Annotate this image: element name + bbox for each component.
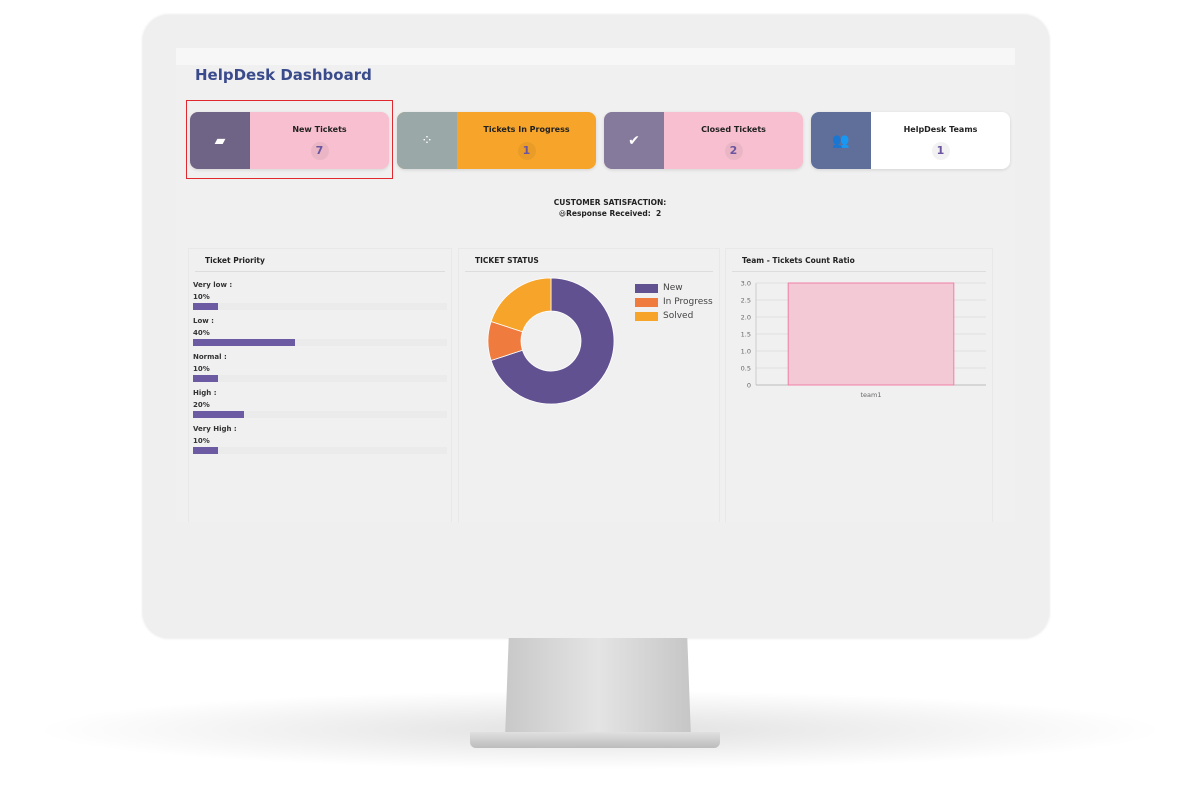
monitor-stand (505, 638, 691, 738)
priority-bar-fill (193, 447, 219, 454)
monitor-base (470, 732, 720, 748)
customer-satisfaction: CUSTOMER SATISFACTION: 😃Response Receive… (176, 197, 1015, 220)
satisfaction-title: CUSTOMER SATISFACTION: (553, 198, 667, 207)
team-ratio-chart: 0 0.5 1.0 1.5 2.0 2.5 3.0 team1 (741, 280, 986, 399)
legend-swatch (635, 283, 658, 293)
card-count: 1 (517, 142, 536, 160)
page-title: HelpDesk Dashboard (195, 66, 372, 84)
priority-label: Normal : (193, 353, 227, 361)
legend-item[interactable]: In Progress (635, 297, 713, 307)
legend-label: In Progress (663, 297, 713, 307)
y-tick-label: 1.5 (741, 331, 751, 339)
card-helpdesk-teams[interactable]: 👥 HelpDesk Teams 1 (811, 112, 1010, 169)
y-tick-label: 3.0 (741, 280, 751, 288)
priority-bar-fill (193, 375, 219, 382)
priority-percent: 10% (193, 365, 210, 373)
check-icon: ✔ (604, 112, 664, 169)
y-tick-label: 0 (747, 382, 751, 390)
priority-percent: 10% (193, 437, 210, 445)
legend-swatch (635, 297, 658, 307)
legend-label: Solved (663, 311, 694, 321)
card-count: 2 (724, 142, 743, 160)
legend-swatch (635, 311, 658, 321)
users-icon: 👥 (811, 112, 871, 169)
card-label: Tickets In Progress (483, 125, 570, 134)
card-count: 1 (931, 142, 950, 160)
panel-title: Team - Tickets Count Ratio (732, 249, 986, 272)
priority-bar-fill (193, 411, 244, 418)
priority-row: Very High : 10% (193, 425, 447, 454)
priority-label: Very low : (193, 281, 233, 289)
y-tick-label: 2.5 (741, 297, 751, 305)
card-label: Closed Tickets (701, 125, 766, 134)
card-label: HelpDesk Teams (903, 125, 978, 134)
priority-bar-fill (193, 339, 295, 346)
legend-label: New (663, 283, 683, 293)
panel-title: TICKET STATUS (465, 249, 713, 272)
priority-bar-fill (193, 303, 219, 310)
top-bar (176, 48, 1015, 65)
card-label: New Tickets (292, 125, 347, 134)
dashboard-screen: HelpDesk Dashboard ▰ New Tickets 7 ⁘ Tick… (176, 48, 1015, 522)
priority-bar-track (193, 303, 447, 310)
y-tick-label: 0.5 (741, 365, 751, 373)
response-label: Response Received: (566, 209, 651, 218)
priority-percent: 10% (193, 293, 210, 301)
donut-slice-new[interactable] (490, 277, 615, 405)
priority-bar-track (193, 339, 447, 346)
spinner-icon: ⁘ (397, 112, 457, 169)
legend-item[interactable]: Solved (635, 311, 713, 321)
team-ratio-panel: Team - Tickets Count Ratio 0 0.5 1.0 1.5 2.0… (725, 248, 993, 522)
priority-row: Very low : 10% (193, 281, 447, 310)
ticket-priority-panel: Ticket Priority Very low : 10% Low : 40%… (188, 248, 452, 522)
priority-percent: 20% (193, 401, 210, 409)
priority-label: Low : (193, 317, 214, 325)
response-value: 2 (656, 209, 662, 218)
panel-title: Ticket Priority (195, 249, 445, 272)
card-tickets-in-progress[interactable]: ⁘ Tickets In Progress 1 (397, 112, 596, 169)
ticket-status-donut (487, 277, 615, 405)
priority-bar-track (193, 411, 447, 418)
bar-team1 (787, 282, 955, 386)
priority-label: Very High : (193, 425, 237, 433)
priority-label: High : (193, 389, 217, 397)
priority-row: High : 20% (193, 389, 447, 418)
x-tick-label: team1 (861, 391, 882, 399)
card-closed-tickets[interactable]: ✔ Closed Tickets 2 (604, 112, 803, 169)
priority-bar-track (193, 447, 447, 454)
y-tick-label: 2.0 (741, 314, 751, 322)
priority-percent: 40% (193, 329, 210, 337)
card-count: 7 (310, 142, 329, 160)
smiley-icon: 😃 (558, 210, 567, 218)
inbox-icon: ▰ (190, 112, 250, 169)
donut-slice-solved[interactable] (490, 277, 552, 333)
card-new-tickets[interactable]: ▰ New Tickets 7 (190, 112, 389, 169)
priority-row: Normal : 10% (193, 353, 447, 382)
priority-bar-track (193, 375, 447, 382)
highlight-box (186, 100, 393, 179)
legend-item[interactable]: New (635, 283, 713, 293)
ticket-status-panel: TICKET STATUS New In Progress Solved (458, 248, 720, 522)
y-tick-label: 1.0 (741, 348, 751, 356)
priority-row: Low : 40% (193, 317, 447, 346)
donut-legend: New In Progress Solved (635, 283, 713, 325)
